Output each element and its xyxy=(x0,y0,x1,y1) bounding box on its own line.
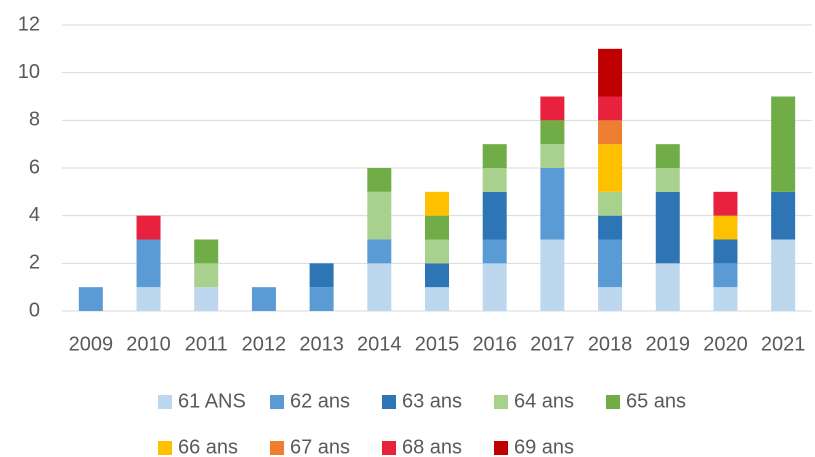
x-tick-label: 2011 xyxy=(185,333,228,355)
bar-segment xyxy=(713,215,738,240)
bar-segment xyxy=(713,263,738,288)
legend-label: 63 ans xyxy=(402,390,462,412)
x-tick-label: 2013 xyxy=(299,333,344,355)
legend-label: 67 ans xyxy=(290,436,350,457)
x-tick-label: 2016 xyxy=(472,333,517,355)
x-tick-label: 2017 xyxy=(530,333,575,355)
legend-label: 68 ans xyxy=(402,436,462,457)
bar-segment xyxy=(655,263,680,311)
bar-segment xyxy=(136,239,161,288)
bar-segment xyxy=(540,120,565,145)
legend-swatch xyxy=(382,395,396,409)
y-tick-label: 0 xyxy=(29,299,40,321)
legend-swatch xyxy=(158,441,172,455)
legend-label: 69 ans xyxy=(514,436,574,457)
x-tick-label: 2021 xyxy=(761,333,806,355)
bar-segment xyxy=(194,263,219,288)
bar-segment xyxy=(598,96,623,121)
bar-segment xyxy=(136,287,161,311)
bar-segment xyxy=(425,287,449,311)
bar-segment xyxy=(771,96,796,192)
bar-segment xyxy=(425,215,449,240)
bar-segment xyxy=(194,239,219,264)
bar-segment xyxy=(136,215,161,240)
y-tick-label: 12 xyxy=(18,13,40,35)
legend-swatch xyxy=(494,441,508,455)
bar-segment xyxy=(482,144,507,168)
legend-label: 65 ans xyxy=(626,390,686,412)
bar-segment xyxy=(425,239,449,264)
legend-swatch xyxy=(158,395,172,409)
bar-segment xyxy=(540,239,565,311)
bar-segment xyxy=(482,239,507,264)
legend-swatch xyxy=(494,395,508,409)
bar-segment xyxy=(425,263,449,288)
bar-segment xyxy=(540,144,565,168)
bar-segment xyxy=(367,263,392,311)
x-tick-label: 2012 xyxy=(242,333,287,355)
bar-segment xyxy=(598,120,623,145)
y-tick-label: 6 xyxy=(29,156,40,178)
bar-segment xyxy=(655,144,680,168)
bar-segment xyxy=(598,287,623,311)
bar-segment xyxy=(540,96,565,121)
bar-segment xyxy=(598,144,623,192)
bar-segment xyxy=(771,191,796,240)
bar-segment xyxy=(367,239,392,264)
y-tick-label: 8 xyxy=(29,109,40,131)
y-tick-label: 4 xyxy=(29,204,40,226)
x-tick-label: 2019 xyxy=(646,333,691,355)
x-tick-label: 2010 xyxy=(126,333,171,355)
bar-segment xyxy=(713,191,738,216)
bar-segment xyxy=(482,191,507,240)
bar-segment xyxy=(655,191,680,264)
x-tick-label: 2018 xyxy=(588,333,633,355)
legend-swatch xyxy=(606,395,620,409)
bar-segment xyxy=(598,239,623,288)
bar-segment xyxy=(771,239,796,311)
legend-swatch xyxy=(270,441,284,455)
bar-segment xyxy=(309,263,334,288)
legend-label: 62 ans xyxy=(290,390,350,412)
y-tick-label: 10 xyxy=(18,61,40,83)
bar-segment xyxy=(540,168,565,240)
bar-segment xyxy=(482,263,507,311)
legend-label: 66 ans xyxy=(178,436,238,457)
legend-swatch xyxy=(382,441,396,455)
bar-segment xyxy=(78,287,103,311)
bar-segment xyxy=(194,287,219,311)
legend-swatch xyxy=(270,395,284,409)
bar-segment xyxy=(309,287,334,311)
bar-segment xyxy=(598,191,623,216)
bar-segment xyxy=(713,239,738,264)
bar-segment xyxy=(367,191,392,240)
bar-segment xyxy=(598,48,623,97)
x-tick-label: 2020 xyxy=(703,333,748,355)
x-tick-label: 2014 xyxy=(357,333,402,355)
legend-label: 61 ANS xyxy=(178,390,246,412)
legend-label: 64 ans xyxy=(514,390,574,412)
x-tick-label: 2015 xyxy=(415,333,460,355)
bar-segment xyxy=(713,287,738,311)
y-tick-label: 2 xyxy=(29,252,40,274)
bar-segment xyxy=(367,168,392,192)
bar-segment xyxy=(598,215,623,240)
x-tick-label: 2009 xyxy=(69,333,114,355)
bar-segment xyxy=(251,287,276,311)
bar-segment xyxy=(482,168,507,192)
bar-segment xyxy=(425,191,449,216)
bar-segment xyxy=(655,168,680,192)
